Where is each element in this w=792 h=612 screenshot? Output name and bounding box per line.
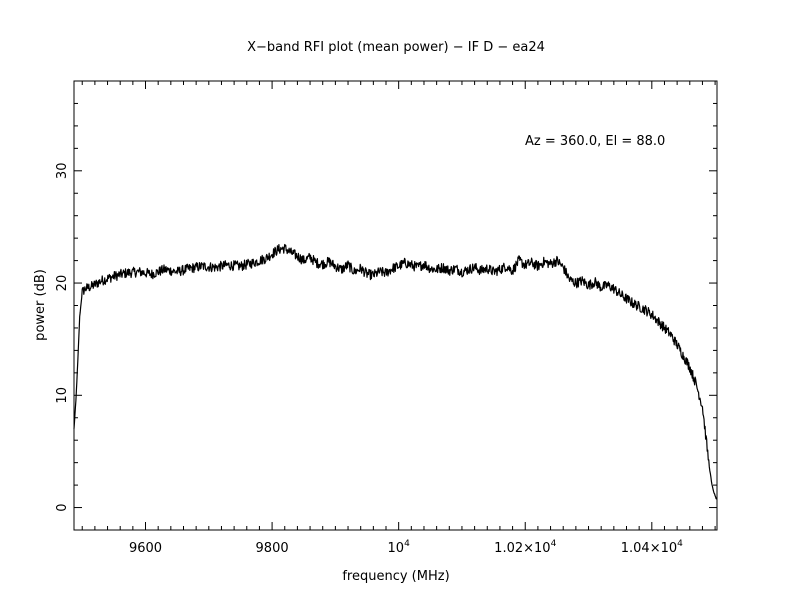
x-tick-label: 1.04×104 bbox=[621, 539, 683, 556]
x-tick-label: 9800 bbox=[256, 541, 289, 556]
x-tick-label: 104 bbox=[388, 539, 411, 556]
x-tick-label: 1.02×104 bbox=[494, 539, 556, 556]
x-axis-ticks: 9600 9800 104 1.02×104 1.04×104 bbox=[81, 81, 716, 556]
y-tick-label: 30 bbox=[55, 163, 70, 180]
chart-title: X−band RFI plot (mean power) − IF D − ea… bbox=[247, 40, 545, 55]
x-tick-label: 9600 bbox=[129, 541, 162, 556]
y-axis-label: power (dB) bbox=[33, 269, 48, 341]
y-axis-ticks: 0 10 20 30 bbox=[55, 102, 717, 512]
series-line-mean-power bbox=[73, 243, 718, 500]
y-tick-label: 10 bbox=[55, 387, 70, 404]
x-axis-label: frequency (MHz) bbox=[342, 569, 449, 584]
y-tick-label: 0 bbox=[55, 503, 70, 511]
y-tick-label: 20 bbox=[55, 275, 70, 292]
az-el-annotation: Az = 360.0, El = 88.0 bbox=[525, 134, 665, 149]
